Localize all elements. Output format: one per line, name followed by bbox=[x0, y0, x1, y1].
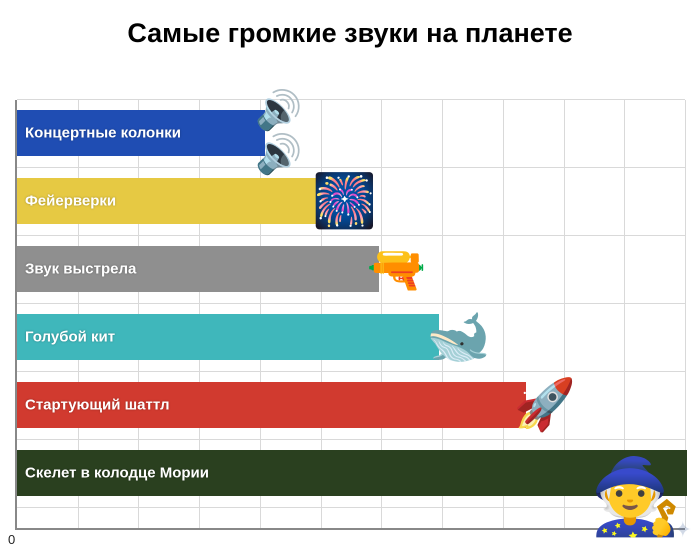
bar-label: Фейерверки bbox=[25, 193, 116, 210]
shuttle-icon: 🚀 bbox=[514, 376, 576, 435]
axis-zero-label: 0 bbox=[8, 532, 15, 547]
bar-label: Голубой кит bbox=[25, 329, 115, 346]
page-title: Самые громкие звуки на планете bbox=[0, 0, 700, 57]
bar-label: Стартующий шаттл bbox=[25, 397, 170, 414]
chart: Концертные колонки🔊🔊Фейерверки🎆Звук выст… bbox=[15, 100, 685, 530]
fireworks-icon: 🎆 bbox=[312, 171, 377, 232]
pippin-icon: 🧙 bbox=[590, 460, 682, 534]
revolver-icon: 🔫 bbox=[367, 241, 427, 298]
bar-label: Скелет в колодце Мории bbox=[25, 465, 209, 482]
bar-label: Звук выстрела bbox=[25, 261, 136, 278]
whale-icon: 🐋 bbox=[426, 307, 491, 368]
speakers-icon: 🔊🔊 bbox=[255, 89, 302, 177]
chart-bars: Концертные колонки🔊🔊Фейерверки🎆Звук выст… bbox=[17, 100, 685, 528]
bar-label: Концертные колонки bbox=[25, 125, 181, 142]
watermark-icon: ✦ bbox=[674, 517, 692, 543]
